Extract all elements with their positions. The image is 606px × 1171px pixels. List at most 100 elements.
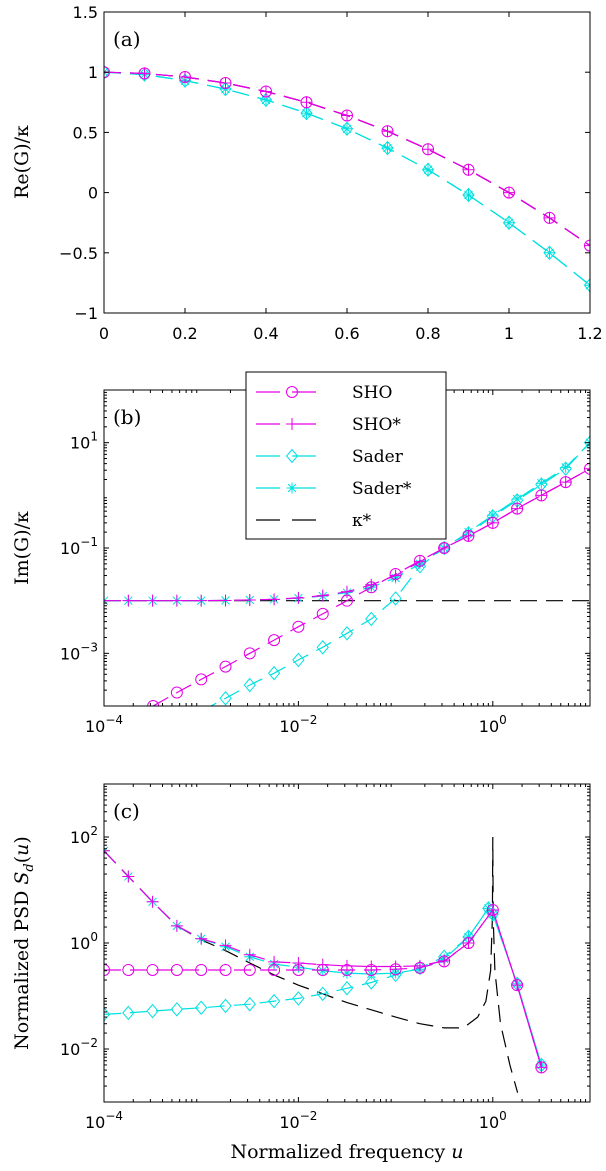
y-tick-label: 10−3 [60,640,98,663]
data-point [389,569,402,582]
data-point [438,542,451,554]
data-point [316,986,329,1002]
data-point [503,186,515,199]
data-point [559,461,572,477]
data-point [413,959,426,972]
data-point [390,967,402,979]
data-point [300,105,313,121]
panel-b: (b) Im(G)/κ 10−4 10−2 100 10−3 10−1 101 [11,389,591,736]
data-point [122,963,135,976]
data-point [462,163,475,176]
data-point [316,607,329,620]
panel-c-plot [104,836,548,1093]
data-point [268,634,281,647]
legend-swatch-marker [286,418,298,430]
data-point [462,187,475,203]
panel-a-ylabel: Re(G)/κ [11,125,33,199]
data-point [219,594,232,607]
data-point [340,121,354,137]
panel-a-tag: (a) [113,27,141,51]
data-point [583,278,590,293]
data-point [292,620,305,633]
data-point [179,71,191,84]
legend-label: Sader [352,447,404,467]
data-point [543,211,556,224]
data-point [195,963,208,976]
data-point [503,217,515,229]
data-point [341,967,353,979]
data-point [365,960,378,973]
data-point [300,96,313,109]
data-point [535,477,547,489]
data-point [316,640,329,655]
y-tick-label: 102 [70,824,98,847]
data-point [243,593,256,606]
y-tick-label: 1 [88,63,98,82]
data-point [122,594,135,607]
panel-b-plot [104,435,590,706]
panel-b-tag: (b) [113,405,141,429]
y-tick-label: 10−2 [60,1036,98,1059]
data-point [486,906,499,922]
data-point [340,585,353,598]
data-point [195,932,208,945]
x-tick-label: 10−2 [279,1109,317,1132]
series-line-0 [151,468,590,706]
data-point [146,963,159,976]
data-point [146,895,159,908]
panel-b-ylabel: Im(G)/κ [11,511,33,585]
data-point [104,594,110,607]
data-point [138,67,151,82]
series-line-2 [209,442,590,706]
data-point [178,73,192,88]
data-point [219,691,232,706]
data-point [511,502,524,515]
data-point [219,939,232,952]
legend-swatch-marker [286,482,298,494]
data-point [341,109,353,122]
data-point [219,963,232,976]
data-point [170,963,183,976]
data-point [511,979,524,992]
data-point [438,954,451,967]
data-point [365,611,378,627]
data-point [170,686,183,699]
data-point [243,647,256,660]
x-tick-label: 1.2 [577,324,602,343]
data-point [487,509,499,521]
data-point [292,991,305,1006]
x-axis-label: Normalized frequency u [230,1141,463,1163]
data-point [463,189,474,201]
data-point [340,980,354,996]
data-point [389,591,402,606]
data-point [195,673,208,686]
data-point [316,589,329,602]
data-point [365,578,378,591]
data-point [486,903,499,916]
x-tick-label: 10−2 [279,713,317,736]
panel-c-ylabel: Normalized PSD Sd(u) [11,836,37,1050]
data-point [365,975,378,990]
data-point [243,963,256,976]
data-point [219,77,232,90]
y-tick-label: 10−1 [60,535,98,558]
data-point [146,594,159,607]
ticks: 10−4 10−2 100 10−3 10−1 101 [60,390,590,736]
data-point [195,594,208,607]
data-point [260,85,272,98]
data-point [341,123,353,135]
panel-a: (a) Re(G)/κ 0 0.2 0.4 0.6 0.8 1 1.2 −1 −0.5 0 0.5 1… [11,3,603,343]
data-point [170,1002,184,1017]
legend-swatch-marker [286,386,298,398]
data-point [340,626,354,641]
data-point [482,902,494,914]
data-point [502,215,516,230]
series-layer [104,435,590,706]
data-point [147,700,160,706]
x-tick-label: 100 [479,713,507,736]
data-point [122,1005,135,1021]
data-point [243,948,256,961]
data-point [381,125,394,138]
data-point [559,476,572,489]
